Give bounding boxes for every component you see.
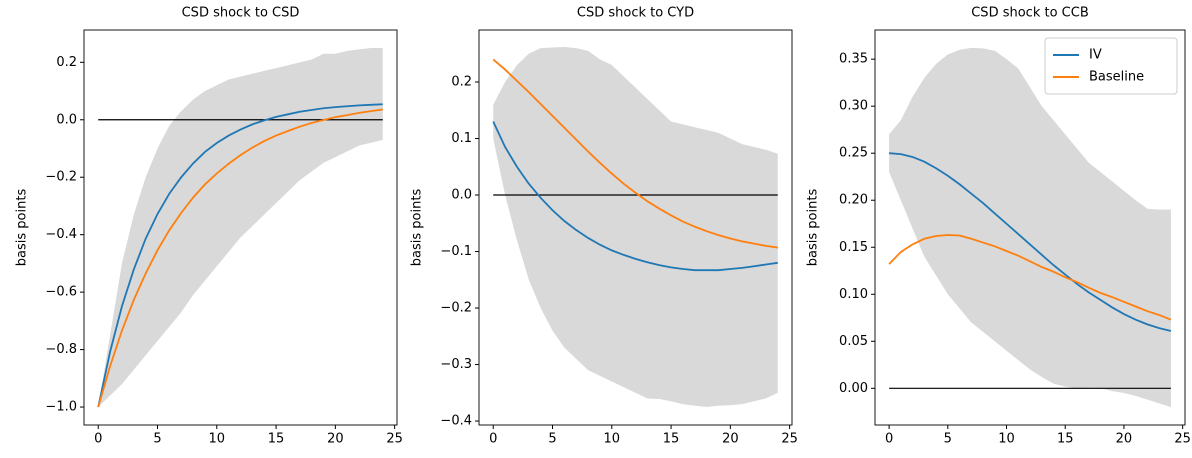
series-line [888,234,1172,321]
x-tick-label: 5 [944,432,952,447]
x-tick-label: 0 [885,432,893,447]
x-tick-label: 25 [1174,432,1191,447]
legend-label: Baseline [1089,70,1144,85]
y-tick-label: 0.35 [839,52,868,67]
y-tick-label: −0.3 [440,357,472,372]
confidence-band [493,46,778,407]
x-tick-label: 5 [153,432,161,447]
x-tick-label: 25 [781,432,798,447]
y-tick-label: 0.15 [839,240,868,255]
y-tick-label: 0.30 [839,99,868,114]
series-line [97,108,383,408]
y-tick-label: −0.4 [440,414,472,429]
axes-frame [874,29,1186,426]
x-tick-label: 0 [94,432,102,447]
y-tick-label: 0.20 [839,193,868,208]
series-line [492,121,778,272]
y-axis-label: basis points [806,189,821,267]
confidence-band [98,47,383,408]
y-tick-label: 0.0 [451,188,472,203]
x-tick-label: 5 [548,432,556,447]
series-line [492,58,778,249]
legend-label: IV [1089,48,1102,63]
chart-title: CSD shock to CCB [971,6,1089,21]
legend-box [1044,37,1178,95]
y-tick-label: 0.2 [56,55,77,70]
y-tick-label: −0.2 [45,170,77,185]
x-tick-label: 20 [1116,432,1133,447]
x-tick-label: 20 [722,432,739,447]
x-tick-label: 15 [663,432,680,447]
confidence-band [889,47,1171,408]
y-tick-label: 0.2 [451,74,472,89]
y-tick-label: 0.05 [839,334,868,349]
x-tick-label: 10 [998,432,1015,447]
y-tick-label: −0.6 [45,285,77,300]
y-tick-label: −0.4 [45,227,77,242]
x-tick-label: 20 [327,432,344,447]
x-tick-label: 25 [386,432,403,447]
chart-title: CSD shock to CSD [182,6,300,21]
y-tick-label: 0.0 [56,112,77,127]
axes-frame [478,29,793,426]
y-axis-label: basis points [15,189,30,267]
y-tick-label: 0.10 [839,287,868,302]
x-tick-label: 15 [1057,432,1074,447]
x-tick-label: 0 [489,432,497,447]
x-tick-label: 10 [209,432,226,447]
y-tick-label: 0.25 [839,146,868,161]
y-tick-label: 0.1 [451,131,472,146]
axes-frame [83,29,398,426]
y-tick-label: 0.00 [839,381,868,396]
x-tick-label: 15 [268,432,285,447]
chart-title: CSD shock to CYD [577,6,694,21]
y-axis-label: basis points [410,189,425,267]
y-tick-label: −0.8 [45,342,77,357]
y-tick-label: −0.2 [440,301,472,316]
x-tick-label: 10 [604,432,621,447]
y-tick-label: −1.0 [45,400,77,415]
series-line [889,152,1172,332]
series-line [97,103,383,408]
y-tick-label: −0.1 [440,244,472,259]
